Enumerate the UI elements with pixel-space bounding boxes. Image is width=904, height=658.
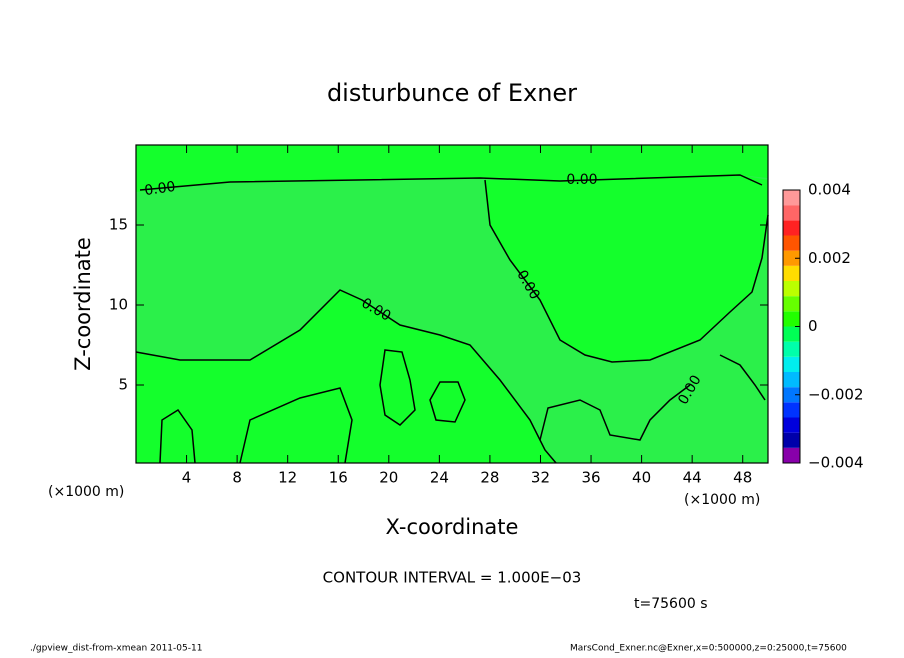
x-tick-label: 32 [531,469,550,487]
upper-lobe [485,175,768,362]
contour-line [159,408,196,464]
contour-line [539,384,691,441]
plot-frame [135,144,769,464]
colorbar-band [783,250,800,266]
contour-label: 0.00 [143,179,176,199]
x-tick-label: 28 [480,469,499,487]
x-tick-label: 40 [632,469,651,487]
colorbar-band [783,265,800,281]
colorbar-band [783,235,800,251]
x-axis-label: X-coordinate [386,515,519,539]
colorbar-band [783,417,800,433]
y-tick-label: 5 [118,376,128,394]
colorbar-band [783,432,800,448]
contour-line [239,387,353,464]
colorbar-band [783,341,800,357]
time-label: t=75600 s [634,596,708,612]
contour-line [379,349,416,426]
x-unit: (×1000 m) [684,492,760,508]
contour-label: 0.00 [566,172,597,188]
colorbar-band [783,296,800,312]
colorbar-tick-label: 0.004 [808,181,851,199]
colorbar-band [783,387,800,403]
footer: ./gpview_dist-from-xmean 2011-05-11 [30,644,202,654]
contour-line [429,381,466,423]
x-tick-label: 12 [278,469,297,487]
colorbar-tick-label: 0 [808,317,818,335]
colorbar-tick-label: −0.002 [808,385,864,403]
contour-line [139,174,763,191]
x-tick-label: 16 [329,469,348,487]
plot-fill [136,145,768,463]
colorbar-band [783,190,800,206]
x-tick-label: 44 [683,469,702,487]
contour-line [719,354,766,401]
colorbar-band [783,356,800,372]
colorbar-band [783,447,800,463]
colorbar-band [783,281,800,297]
x-tick-label: 36 [581,469,600,487]
colorbar-band [783,326,800,342]
footer: MarsCond_Exner.nc@Exner,x=0:500000,z=0:2… [570,644,847,654]
colorbar-band [783,220,800,236]
y-tick-label: 15 [109,216,128,234]
colorbar-tick-label: 0.002 [808,249,851,267]
contour-line [484,179,769,363]
x-unit: (×1000 m) [48,484,124,500]
contour-line [135,289,557,464]
contours [135,174,769,464]
lower-region [136,290,556,463]
x-tick-label: 24 [430,469,449,487]
colorbar-tick-label: −0.004 [808,454,864,472]
colorbar-band [783,311,800,327]
x-tick-label: 48 [733,469,752,487]
annotation: CONTOUR INTERVAL = 1.000E−03 [323,569,582,587]
chart-title: disturbunce of Exner [327,79,577,107]
colorbar-band [783,205,800,221]
colorbar-band [783,402,800,418]
colorbar-band [783,372,800,388]
y-axis-label: Z-coordinate [71,237,95,371]
x-tick-label: 8 [232,469,242,487]
x-tick-label: 4 [182,469,192,487]
y-tick-label: 10 [109,296,128,314]
x-tick-label: 20 [379,469,398,487]
